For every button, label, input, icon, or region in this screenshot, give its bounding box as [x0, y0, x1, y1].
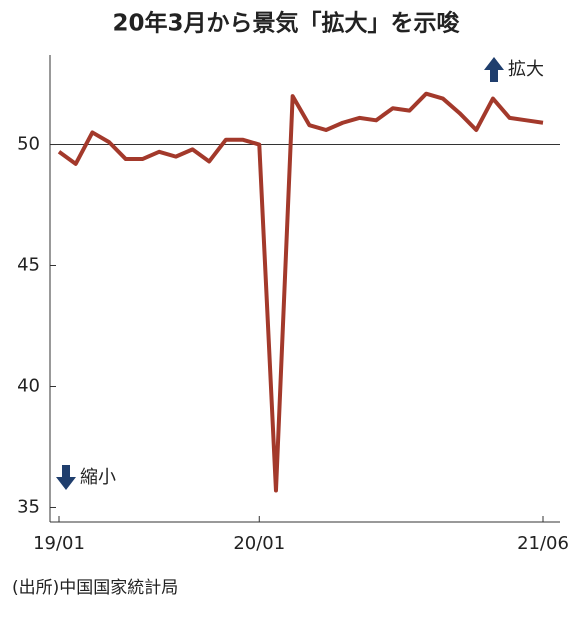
down-arrow: [56, 465, 76, 490]
source: (出所)中国国家統計局: [12, 578, 178, 598]
x-tick-label: 21/06: [517, 533, 569, 554]
y-tick-label: 45: [17, 255, 40, 276]
chart-title: 20年3月から景気「拡大」を示唆: [112, 10, 460, 37]
upper-note: 拡大: [508, 59, 544, 80]
x-tick-label: 19/01: [33, 533, 85, 554]
y-tick-label: 35: [17, 496, 40, 517]
up-arrow: [484, 57, 504, 82]
y-tick-label: 40: [17, 375, 40, 396]
lower-note: 縮小: [80, 467, 116, 488]
series-line: [57, 91, 544, 493]
y-tick-label: 50: [17, 134, 40, 155]
x-tick-label: 20/01: [233, 533, 285, 554]
